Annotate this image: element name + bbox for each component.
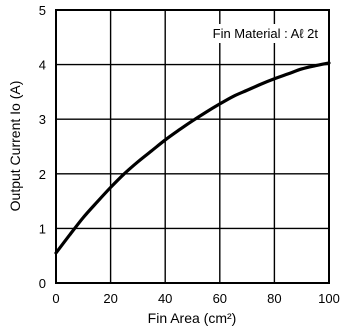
y-tick-label-2: 2 [39,167,46,182]
y-tick-label-0: 0 [39,276,46,291]
y-tick-labels: 0 1 2 3 4 5 [39,3,46,291]
y-tick-label-3: 3 [39,112,46,127]
y-axis-title: Output Current Io (A) [7,81,23,212]
fin-material-annotation: Fin Material : Aℓ 2t [213,26,319,41]
x-tick-label-0: 0 [52,291,59,306]
annotation-background [186,24,322,43]
x-tick-label-80: 80 [267,291,281,306]
x-tick-label-60: 60 [213,291,227,306]
y-tick-label-1: 1 [39,221,46,236]
x-tick-label-40: 40 [158,291,172,306]
plot-frame [55,9,330,284]
x-tick-labels: 0 20 40 60 80 100 [52,291,339,306]
x-tick-label-100: 100 [318,291,340,306]
x-axis-title: Fin Area (cm²) [148,310,237,326]
series-layer [54,61,331,255]
series-line-0 [54,61,331,255]
grid [55,9,330,284]
y-tick-label-4: 4 [39,58,46,73]
plot-border [55,9,330,284]
y-tick-label-5: 5 [39,3,46,18]
x-tick-label-20: 20 [103,291,117,306]
